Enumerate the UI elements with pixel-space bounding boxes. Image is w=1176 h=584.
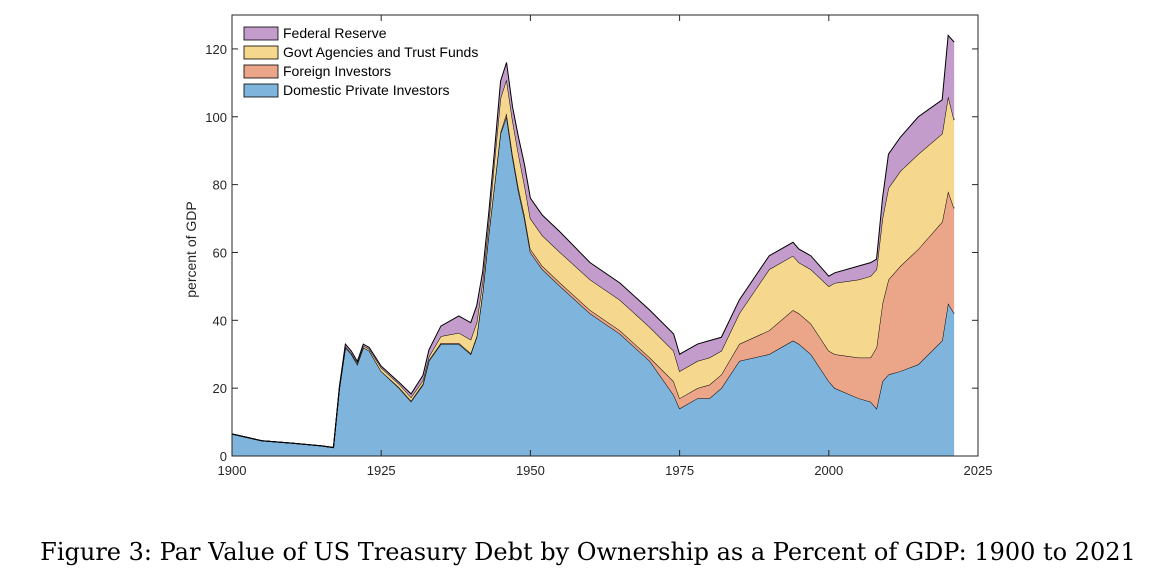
y-tick-label: 20 [213,381,227,396]
legend-label-domestic-private-investors: Domestic Private Investors [283,82,450,98]
legend-swatch-domestic-private-investors [243,83,279,98]
y-tick-label: 100 [205,110,227,125]
x-tick-label: 2025 [964,463,993,478]
x-tick-label: 1925 [367,463,396,478]
legend-swatch-federal-reserve [243,26,279,41]
y-tick-label: 40 [213,313,227,328]
legend-label-foreign-investors: Foreign Investors [283,63,391,79]
stacked-area-chart: 1900 1925 1950 1975 2000 2025 0 20 40 60 80 100 120… [183,14,993,478]
figure-caption: Figure 3: Par Value of US Treasury Debt … [40,538,1136,566]
y-tick-label: 120 [205,42,227,57]
legend: Federal Reserve Govt Agencies and Trust F… [243,25,478,98]
legend-swatch-foreign-investors [243,64,279,79]
y-axis-label: percent of GDP [183,201,199,298]
y-tick-label: 80 [213,178,227,193]
area-domestic-private-investors [232,116,955,457]
legend-label-govt-agencies-and-trust-funds: Govt Agencies and Trust Funds [283,44,478,60]
area-edge-federal-reserve [231,34,955,449]
y-tick-label: 60 [213,245,227,260]
x-axis-ticks: 1900 1925 1950 1975 2000 2025 [218,15,993,478]
plot-box [231,14,979,457]
x-tick-label: 1975 [665,463,694,478]
y-axis-ticks: 0 20 40 60 80 100 120 [205,42,978,464]
x-tick-label: 1900 [218,463,247,478]
axes: 1900 1925 1950 1975 2000 2025 0 20 40 60 80 100 120 [205,14,993,478]
legend-swatch-govt-agencies-and-trust-funds [243,45,279,60]
y-tick-label: 0 [220,449,227,464]
x-tick-label: 1950 [516,463,545,478]
area-series-group [231,34,955,457]
legend-label-federal-reserve: Federal Reserve [283,25,387,41]
x-tick-label: 2000 [814,463,843,478]
